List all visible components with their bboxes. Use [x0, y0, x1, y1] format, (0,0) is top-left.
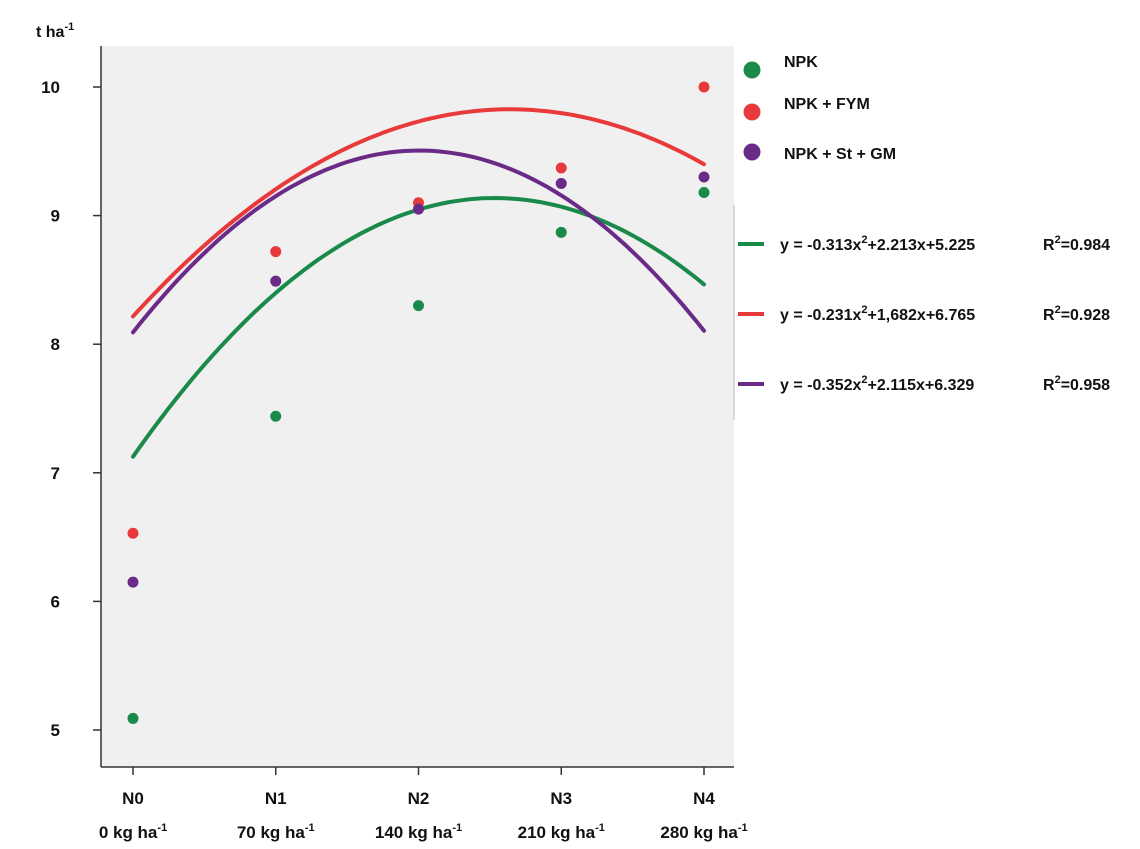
legend-marker — [743, 143, 761, 161]
x-tick-sublabel: 140 kg ha-1 — [375, 822, 462, 842]
equation-sup: 2 — [861, 374, 867, 386]
x-tick-label: N0 — [122, 789, 144, 808]
data-point — [698, 171, 710, 183]
r-squared-sup: 2 — [1055, 374, 1061, 386]
x-tick-sublabel-sup: -1 — [157, 822, 167, 834]
equation-text: y = -0.231x2+1,682x+6.765 — [780, 304, 975, 324]
x-tick-label: N3 — [550, 789, 572, 808]
fit-line-npk-fym — [131, 107, 706, 319]
x-tick-label: N1 — [265, 789, 287, 808]
y-tick-label: 8 — [51, 335, 60, 354]
y-tick-label: 6 — [51, 592, 60, 611]
r-squared-sup: 2 — [1055, 234, 1061, 246]
data-point — [127, 576, 139, 588]
fit-line-npk-st-gm — [131, 148, 706, 335]
data-point — [698, 186, 710, 198]
x-tick-label: N4 — [693, 789, 715, 808]
legend-label: NPK + FYM — [784, 96, 870, 113]
equation-sup: 2 — [861, 234, 867, 246]
data-points — [127, 81, 710, 724]
x-tick-sublabel: 280 kg ha-1 — [660, 822, 747, 842]
equation-text: y = -0.313x2+2.213x+5.225 — [780, 234, 975, 254]
x-tick-sublabel-sup: -1 — [738, 822, 748, 834]
legend-marker — [743, 103, 761, 121]
legend: NPK NPK + FYM NPK + St + GM — [743, 54, 896, 163]
data-point — [555, 226, 567, 238]
legend-label: NPK + St + GM — [784, 146, 896, 163]
x-tick-sublabel: 210 kg ha-1 — [518, 822, 605, 842]
data-point — [698, 81, 710, 93]
data-point — [270, 275, 282, 287]
x-tick-sublabel: 0 kg ha-1 — [99, 822, 167, 842]
data-point — [555, 162, 567, 174]
equation-text: y = -0.352x2+2.115x+6.329 — [780, 374, 974, 394]
y-tick-label: 5 — [51, 721, 60, 740]
x-tick-sublabel-sup: -1 — [305, 822, 315, 834]
r-squared-text: R2=0.958 — [1043, 374, 1110, 394]
data-point — [127, 712, 139, 724]
x-tick-sublabel-sup: -1 — [595, 822, 605, 834]
r-squared-text: R2=0.984 — [1043, 234, 1110, 254]
equation-sup: 2 — [861, 304, 867, 316]
data-point — [413, 203, 424, 215]
legend-label: NPK — [784, 54, 818, 71]
x-tick-label: N2 — [408, 789, 430, 808]
x-ticks: N0 0 kg ha-1 N1 70 kg ha-1 N2 140 kg ha-1 N3 21… — [99, 767, 748, 842]
y-tick-label: 9 — [51, 207, 60, 226]
legend-marker — [743, 61, 761, 79]
x-tick-sublabel-sup: -1 — [452, 822, 462, 834]
equations: y = -0.313x2+2.213x+5.225 R2=0.984 y = -0.… — [738, 234, 1110, 394]
y-ticks: 5 6 7 8 9 10 — [41, 78, 101, 740]
y-tick-label: 10 — [41, 78, 60, 97]
y-tick-label: 7 — [51, 464, 60, 483]
data-point — [270, 410, 282, 422]
data-point — [555, 177, 567, 189]
data-point — [270, 246, 282, 258]
data-point — [127, 527, 139, 539]
plot-area — [101, 46, 734, 767]
x-tick-sublabel: 70 kg ha-1 — [237, 822, 315, 842]
r-squared-sup: 2 — [1055, 304, 1061, 316]
r-squared-text: R2=0.928 — [1043, 304, 1110, 324]
data-point — [413, 300, 424, 312]
y-axis-unit: t ha-1 — [36, 21, 74, 41]
